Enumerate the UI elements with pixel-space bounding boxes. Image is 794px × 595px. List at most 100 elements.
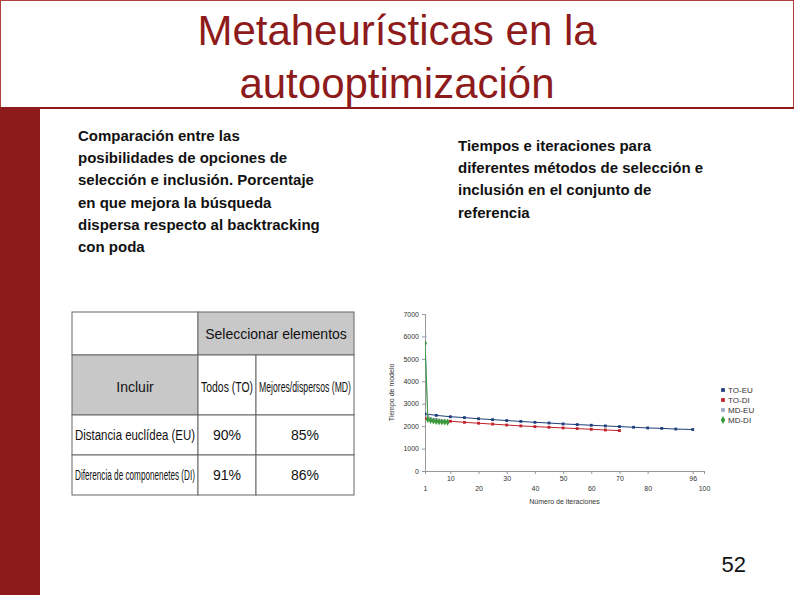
description: con poda (78, 238, 145, 255)
series-marker (477, 417, 480, 420)
legend-label: MD-EU (728, 406, 754, 415)
legend-label: TO-DI (728, 396, 750, 405)
y-tick: 4000 (403, 378, 425, 385)
series-marker (674, 428, 677, 431)
x-tick-mark (479, 471, 480, 474)
legend: TO-EUTO-DIMD-EUMD-DI (721, 386, 755, 425)
series-line (425, 343, 448, 422)
description: dispersa respecto al backtracking (78, 216, 320, 233)
x-tick: 50 (560, 471, 568, 482)
x-tick: 10 (447, 471, 455, 482)
series-marker (519, 425, 522, 428)
y-tick-mark (422, 449, 425, 450)
y-tick: 5000 (403, 356, 425, 363)
series-marker (463, 421, 466, 424)
x-tick-mark (704, 471, 705, 474)
series-marker (604, 425, 607, 428)
y-tick-label: 2000 (403, 423, 419, 430)
title: autooptimización (239, 60, 554, 107)
legend-swatch (721, 398, 725, 402)
series-line (425, 414, 693, 430)
y-axis: 0 1000 2000 3000 4000 5000 6000 7000 (403, 311, 425, 475)
y-tick-label: 1000 (403, 445, 419, 452)
series-marker (533, 421, 536, 424)
table-cell (198, 355, 256, 415)
x-tick-label: 100 (699, 485, 711, 492)
series-marker (446, 419, 450, 426)
y-tick-label: 0 (415, 468, 419, 475)
slide: Metaheurísticas en la autooptimización Com… (0, 0, 794, 595)
description: inclusión en el conjunto de (458, 181, 651, 198)
y-tick: 2000 (403, 423, 425, 430)
table-cell (198, 415, 256, 455)
table: Seleccionar elementosIncluirTodos (TO)Me… (72, 312, 354, 495)
y-axis-title: Tiempo de modelo (388, 364, 396, 422)
x-tick-mark (563, 471, 564, 474)
x-tick: 30 (503, 471, 511, 482)
x-tick: 1 (424, 471, 428, 492)
y-tick: 0 (415, 468, 425, 475)
y-tick-label: 3000 (403, 400, 419, 407)
x-tick: 60 (588, 471, 596, 492)
legend-label: MD-DI (728, 416, 751, 425)
series-marker (562, 427, 565, 430)
y-tick-mark (422, 336, 425, 337)
x-tick-label: 20 (475, 485, 483, 492)
series-marker (548, 422, 551, 425)
x-axis-title: Número de iteraciones (529, 498, 600, 505)
x-tick-mark (648, 471, 649, 474)
table-text: Distancia euclídea (EU) (75, 427, 195, 443)
description: Comparación entre las (78, 127, 240, 144)
description: diferentes métodos de selección e (458, 159, 703, 176)
table-cell (256, 455, 354, 495)
x-tick-mark (450, 471, 451, 474)
series-marker (590, 424, 593, 427)
title-frame (1, 1, 794, 108)
series-marker (491, 423, 494, 426)
table-text: Mejores/dispersos (MD) (259, 379, 351, 395)
table-cell (72, 355, 198, 415)
x-tick-mark (425, 471, 426, 474)
y-tick: 3000 (403, 400, 425, 407)
y-tick-label: 4000 (403, 378, 419, 385)
series-marker (505, 424, 508, 427)
y-tick-mark (422, 381, 425, 382)
x-tick-label: 1 (424, 485, 428, 492)
table-cell (72, 455, 198, 495)
table-cell (72, 312, 198, 355)
y-tick: 6000 (403, 333, 425, 340)
x-tick: 96 (689, 471, 697, 482)
y-tick-label: 7000 (403, 311, 419, 318)
x-tick-mark (535, 471, 536, 474)
series-marker (576, 423, 579, 426)
series-marker (491, 418, 494, 421)
series-marker (691, 428, 694, 431)
table-text: Todos (TO) (201, 379, 253, 395)
table-cell (198, 312, 354, 355)
series-marker (646, 427, 649, 430)
legend-swatch (721, 408, 725, 412)
series-marker (562, 422, 565, 425)
x-axis: 1102030405060708096100 (424, 471, 711, 492)
x-tick-label: 96 (689, 475, 697, 482)
series-marker (425, 412, 426, 415)
description: en que mejora la búsqueda (78, 194, 272, 211)
x-tick-label: 40 (532, 485, 540, 492)
series-marker (426, 416, 430, 423)
series-marker (548, 426, 551, 429)
y-tick-label: 5000 (403, 356, 419, 363)
series-marker (632, 426, 635, 429)
series-marker (435, 414, 438, 417)
x-tick: 20 (475, 471, 483, 492)
x-tick-label: 60 (588, 485, 596, 492)
series-marker (533, 425, 536, 428)
table-text: Seleccionar elementos (205, 326, 347, 342)
side-bar (0, 108, 40, 595)
y-tick-mark (422, 404, 425, 405)
series-marker (590, 428, 593, 431)
title-rule (0, 107, 794, 109)
y-tick-mark (422, 426, 425, 427)
series-marker (618, 429, 621, 432)
series-line (425, 336, 448, 421)
title: Metaheurísticas en la (197, 7, 597, 54)
